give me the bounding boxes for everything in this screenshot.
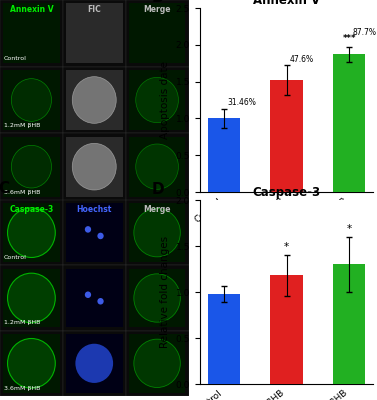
Bar [270, 80, 303, 192]
Title: Caspase-3: Caspase-3 [253, 186, 320, 199]
Circle shape [136, 77, 178, 123]
Bar [208, 118, 240, 192]
Bar [66, 334, 123, 393]
Text: *: * [284, 242, 289, 252]
Bar [129, 70, 185, 130]
Bar [66, 137, 123, 197]
Text: D: D [151, 182, 164, 196]
Y-axis label: Apoptosis date: Apoptosis date [160, 61, 170, 139]
Circle shape [11, 79, 52, 121]
Text: A: A [0, 204, 10, 219]
Bar [270, 276, 303, 384]
Circle shape [8, 208, 55, 258]
Bar [63, 0, 126, 67]
Circle shape [134, 339, 180, 388]
Bar [333, 264, 365, 384]
Bar [126, 265, 188, 331]
Bar [63, 200, 126, 265]
Bar [129, 137, 185, 197]
Bar [0, 331, 63, 396]
Bar [126, 200, 188, 265]
Bar [0, 200, 63, 265]
Bar [63, 331, 126, 396]
Bar [66, 70, 123, 130]
Bar [66, 203, 123, 262]
Bar [3, 70, 60, 130]
Text: C: C [0, 181, 9, 196]
Circle shape [8, 338, 55, 388]
Circle shape [85, 292, 91, 298]
Bar [129, 203, 185, 262]
Text: 3.6mM βHB: 3.6mM βHB [4, 190, 40, 195]
Text: 31.46%: 31.46% [227, 98, 256, 107]
Text: 87.7%: 87.7% [352, 28, 376, 38]
Circle shape [85, 226, 91, 233]
Bar [0, 0, 63, 67]
Circle shape [8, 273, 55, 323]
Text: ***: *** [342, 34, 356, 43]
Bar [126, 133, 188, 200]
Circle shape [97, 298, 104, 304]
Circle shape [72, 77, 116, 123]
Text: *: * [346, 224, 352, 234]
Text: Control: Control [4, 255, 27, 260]
Bar [3, 334, 60, 393]
Title: Annexin V: Annexin V [253, 0, 320, 7]
Bar [3, 203, 60, 262]
Text: 3.6mM βHB: 3.6mM βHB [4, 386, 40, 391]
Bar [3, 137, 60, 197]
Circle shape [75, 344, 113, 383]
Text: 47.6%: 47.6% [290, 55, 314, 64]
Bar [129, 269, 185, 327]
Circle shape [134, 208, 180, 257]
Text: Annexin V: Annexin V [9, 5, 53, 14]
Text: 1.2mM βHB: 1.2mM βHB [4, 123, 40, 128]
Circle shape [11, 145, 52, 188]
Bar [0, 265, 63, 331]
Bar [63, 67, 126, 133]
Bar [0, 133, 63, 200]
Text: Caspase-3: Caspase-3 [9, 205, 54, 214]
Bar [63, 265, 126, 331]
Bar [0, 67, 63, 133]
Bar [129, 334, 185, 393]
Text: 1.2mM βHB: 1.2mM βHB [4, 320, 40, 326]
Circle shape [134, 274, 180, 322]
Text: B: B [151, 0, 163, 5]
Text: Merge: Merge [143, 5, 171, 14]
Circle shape [72, 143, 116, 190]
Text: Merge: Merge [143, 205, 171, 214]
Text: FIC: FIC [87, 5, 101, 14]
Bar [66, 3, 123, 63]
Bar [126, 0, 188, 67]
Bar [66, 269, 123, 327]
Bar [333, 54, 365, 192]
Bar [208, 294, 240, 384]
Bar [3, 3, 60, 63]
Bar [126, 67, 188, 133]
Circle shape [97, 233, 104, 239]
Bar [129, 3, 185, 63]
Bar [63, 133, 126, 200]
Bar [3, 269, 60, 327]
Text: Control: Control [4, 56, 27, 61]
Text: Hoechst: Hoechst [77, 205, 112, 214]
Bar [126, 331, 188, 396]
Y-axis label: Relative fold changes: Relative fold changes [160, 236, 170, 348]
Circle shape [136, 144, 178, 189]
